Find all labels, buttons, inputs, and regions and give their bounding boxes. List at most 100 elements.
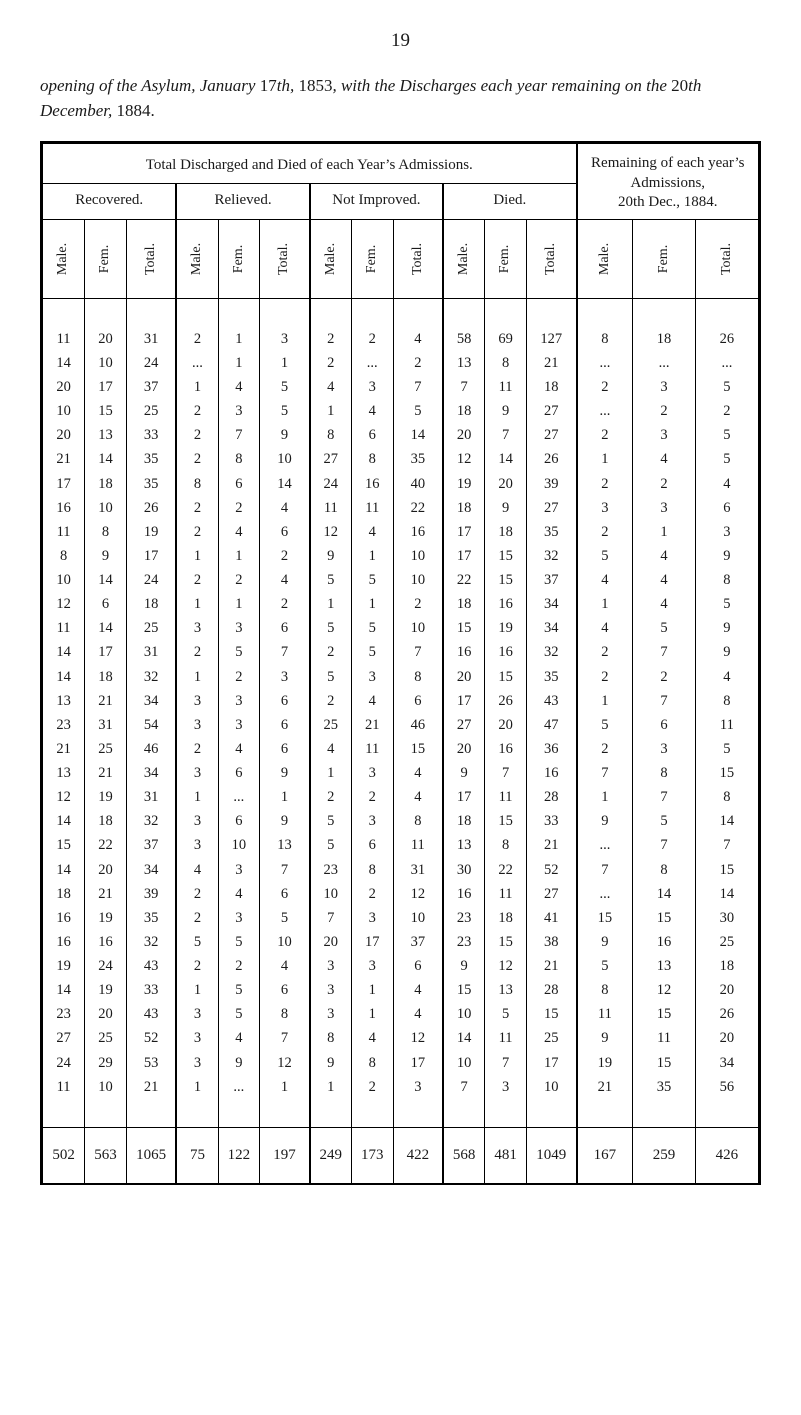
table-cell: 9 bbox=[218, 1051, 260, 1075]
table-cell: 2 bbox=[393, 351, 443, 375]
table-cell: 18 bbox=[695, 954, 758, 978]
table-cell: 2 bbox=[176, 423, 218, 447]
table-cell: 4 bbox=[218, 375, 260, 399]
table-cell: 35 bbox=[526, 665, 576, 689]
table-cell: 32 bbox=[126, 930, 176, 954]
table-cell: 11 bbox=[43, 520, 85, 544]
table-cell: 4 bbox=[218, 520, 260, 544]
table-cell: 6 bbox=[260, 713, 310, 737]
totals-cell: 249 bbox=[310, 1127, 352, 1182]
header-right-line1: Remaining of each year’s Admissions, bbox=[591, 155, 744, 191]
table-cell: 15 bbox=[485, 930, 527, 954]
table-cell: 3 bbox=[310, 954, 352, 978]
table-cell: 14 bbox=[85, 568, 127, 592]
table-cell: 69 bbox=[485, 327, 527, 351]
table-cell: 4 bbox=[393, 327, 443, 351]
table-cell: 17 bbox=[443, 544, 485, 568]
table-cell: 18 bbox=[485, 906, 527, 930]
table-cell: 20 bbox=[695, 978, 758, 1002]
table-row: 1219311...1224171128178 bbox=[43, 785, 758, 809]
table-cell: 19 bbox=[85, 785, 127, 809]
table-cell: 21 bbox=[526, 351, 576, 375]
table-cell: 37 bbox=[126, 375, 176, 399]
table-cell: 32 bbox=[526, 544, 576, 568]
table-cell: 8 bbox=[260, 1002, 310, 1026]
table-cell: 21 bbox=[351, 713, 393, 737]
table-row: 141024...112...213821......... bbox=[43, 351, 758, 375]
table-row: 141731257257161632279 bbox=[43, 640, 758, 664]
table-cell: 20 bbox=[43, 423, 85, 447]
table-cell: 7 bbox=[633, 640, 696, 664]
table-cell: 13 bbox=[43, 761, 85, 785]
table-cell: 1 bbox=[176, 785, 218, 809]
table-cell: 4 bbox=[351, 520, 393, 544]
table-cell: 2 bbox=[176, 954, 218, 978]
group-recovered: Recovered. bbox=[43, 184, 176, 219]
table-cell: 21 bbox=[43, 447, 85, 471]
table-cell: 3 bbox=[577, 496, 633, 520]
table-cell: 2 bbox=[351, 882, 393, 906]
table-cell: 4 bbox=[695, 472, 758, 496]
group-relieved: Relieved. bbox=[176, 184, 309, 219]
totals-row: 5025631065751221972491734225684811049167… bbox=[43, 1127, 758, 1182]
table-cell: 7 bbox=[393, 640, 443, 664]
table-cell: 35 bbox=[393, 447, 443, 471]
table-cell: 35 bbox=[526, 520, 576, 544]
table-cell: 3 bbox=[176, 1026, 218, 1050]
table-cell: 2 bbox=[176, 520, 218, 544]
table-cell: 2 bbox=[577, 423, 633, 447]
table-cell: 17 bbox=[43, 472, 85, 496]
table-cell: 16 bbox=[393, 520, 443, 544]
table-cell: 4 bbox=[577, 616, 633, 640]
table-cell: 2 bbox=[633, 399, 696, 423]
table-cell: 3 bbox=[351, 665, 393, 689]
table-cell: 21 bbox=[85, 882, 127, 906]
table-cell: 8 bbox=[351, 447, 393, 471]
table-cell: 11 bbox=[485, 375, 527, 399]
table-cell: 7 bbox=[218, 423, 260, 447]
table-cell: 4 bbox=[393, 1002, 443, 1026]
table-cell: 3 bbox=[633, 423, 696, 447]
table-cell: 5 bbox=[218, 978, 260, 1002]
table-cell: 7 bbox=[485, 1051, 527, 1075]
table-cell: 3 bbox=[176, 761, 218, 785]
table-cell: 3 bbox=[218, 616, 260, 640]
table-cell: 20 bbox=[85, 1002, 127, 1026]
table-cell: 7 bbox=[577, 761, 633, 785]
table-cell: 2 bbox=[633, 472, 696, 496]
table-cell: 5 bbox=[393, 399, 443, 423]
col-male: Male. bbox=[456, 243, 472, 275]
table-cell: 6 bbox=[633, 713, 696, 737]
group-died: Died. bbox=[443, 184, 576, 219]
table-cell: 8 bbox=[43, 544, 85, 568]
table-cell: 21 bbox=[43, 737, 85, 761]
table-cell: 20 bbox=[85, 858, 127, 882]
table-cell: 3 bbox=[218, 689, 260, 713]
table-cell: 58 bbox=[443, 327, 485, 351]
table-cell: 21 bbox=[85, 689, 127, 713]
table-row: 15223731013561113821...77 bbox=[43, 833, 758, 857]
table-cell: 27 bbox=[526, 399, 576, 423]
table-cell: 10 bbox=[85, 1075, 127, 1099]
table-cell: 20 bbox=[485, 713, 527, 737]
table-cell: 2 bbox=[695, 399, 758, 423]
table-cell: 3 bbox=[176, 713, 218, 737]
table-cell: 32 bbox=[526, 640, 576, 664]
table-cell: 8 bbox=[310, 423, 352, 447]
totals-cell: 1049 bbox=[526, 1127, 576, 1182]
table-cell: 33 bbox=[126, 978, 176, 1002]
table-cell: 38 bbox=[526, 930, 576, 954]
totals-cell: 75 bbox=[176, 1127, 218, 1182]
table-cell: 5 bbox=[310, 568, 352, 592]
table-cell: 2 bbox=[577, 472, 633, 496]
data-table-wrap: Total Discharged and Died of each Year’s… bbox=[40, 141, 761, 1184]
table-cell: 3 bbox=[351, 375, 393, 399]
table-cell: 1 bbox=[176, 544, 218, 568]
table-cell: 3 bbox=[351, 906, 393, 930]
table-cell: 20 bbox=[43, 375, 85, 399]
table-cell: 46 bbox=[126, 737, 176, 761]
table-cell: 7 bbox=[633, 689, 696, 713]
totals-cell: 426 bbox=[695, 1127, 758, 1182]
table-cell: 15 bbox=[633, 1002, 696, 1026]
table-cell: 6 bbox=[85, 592, 127, 616]
